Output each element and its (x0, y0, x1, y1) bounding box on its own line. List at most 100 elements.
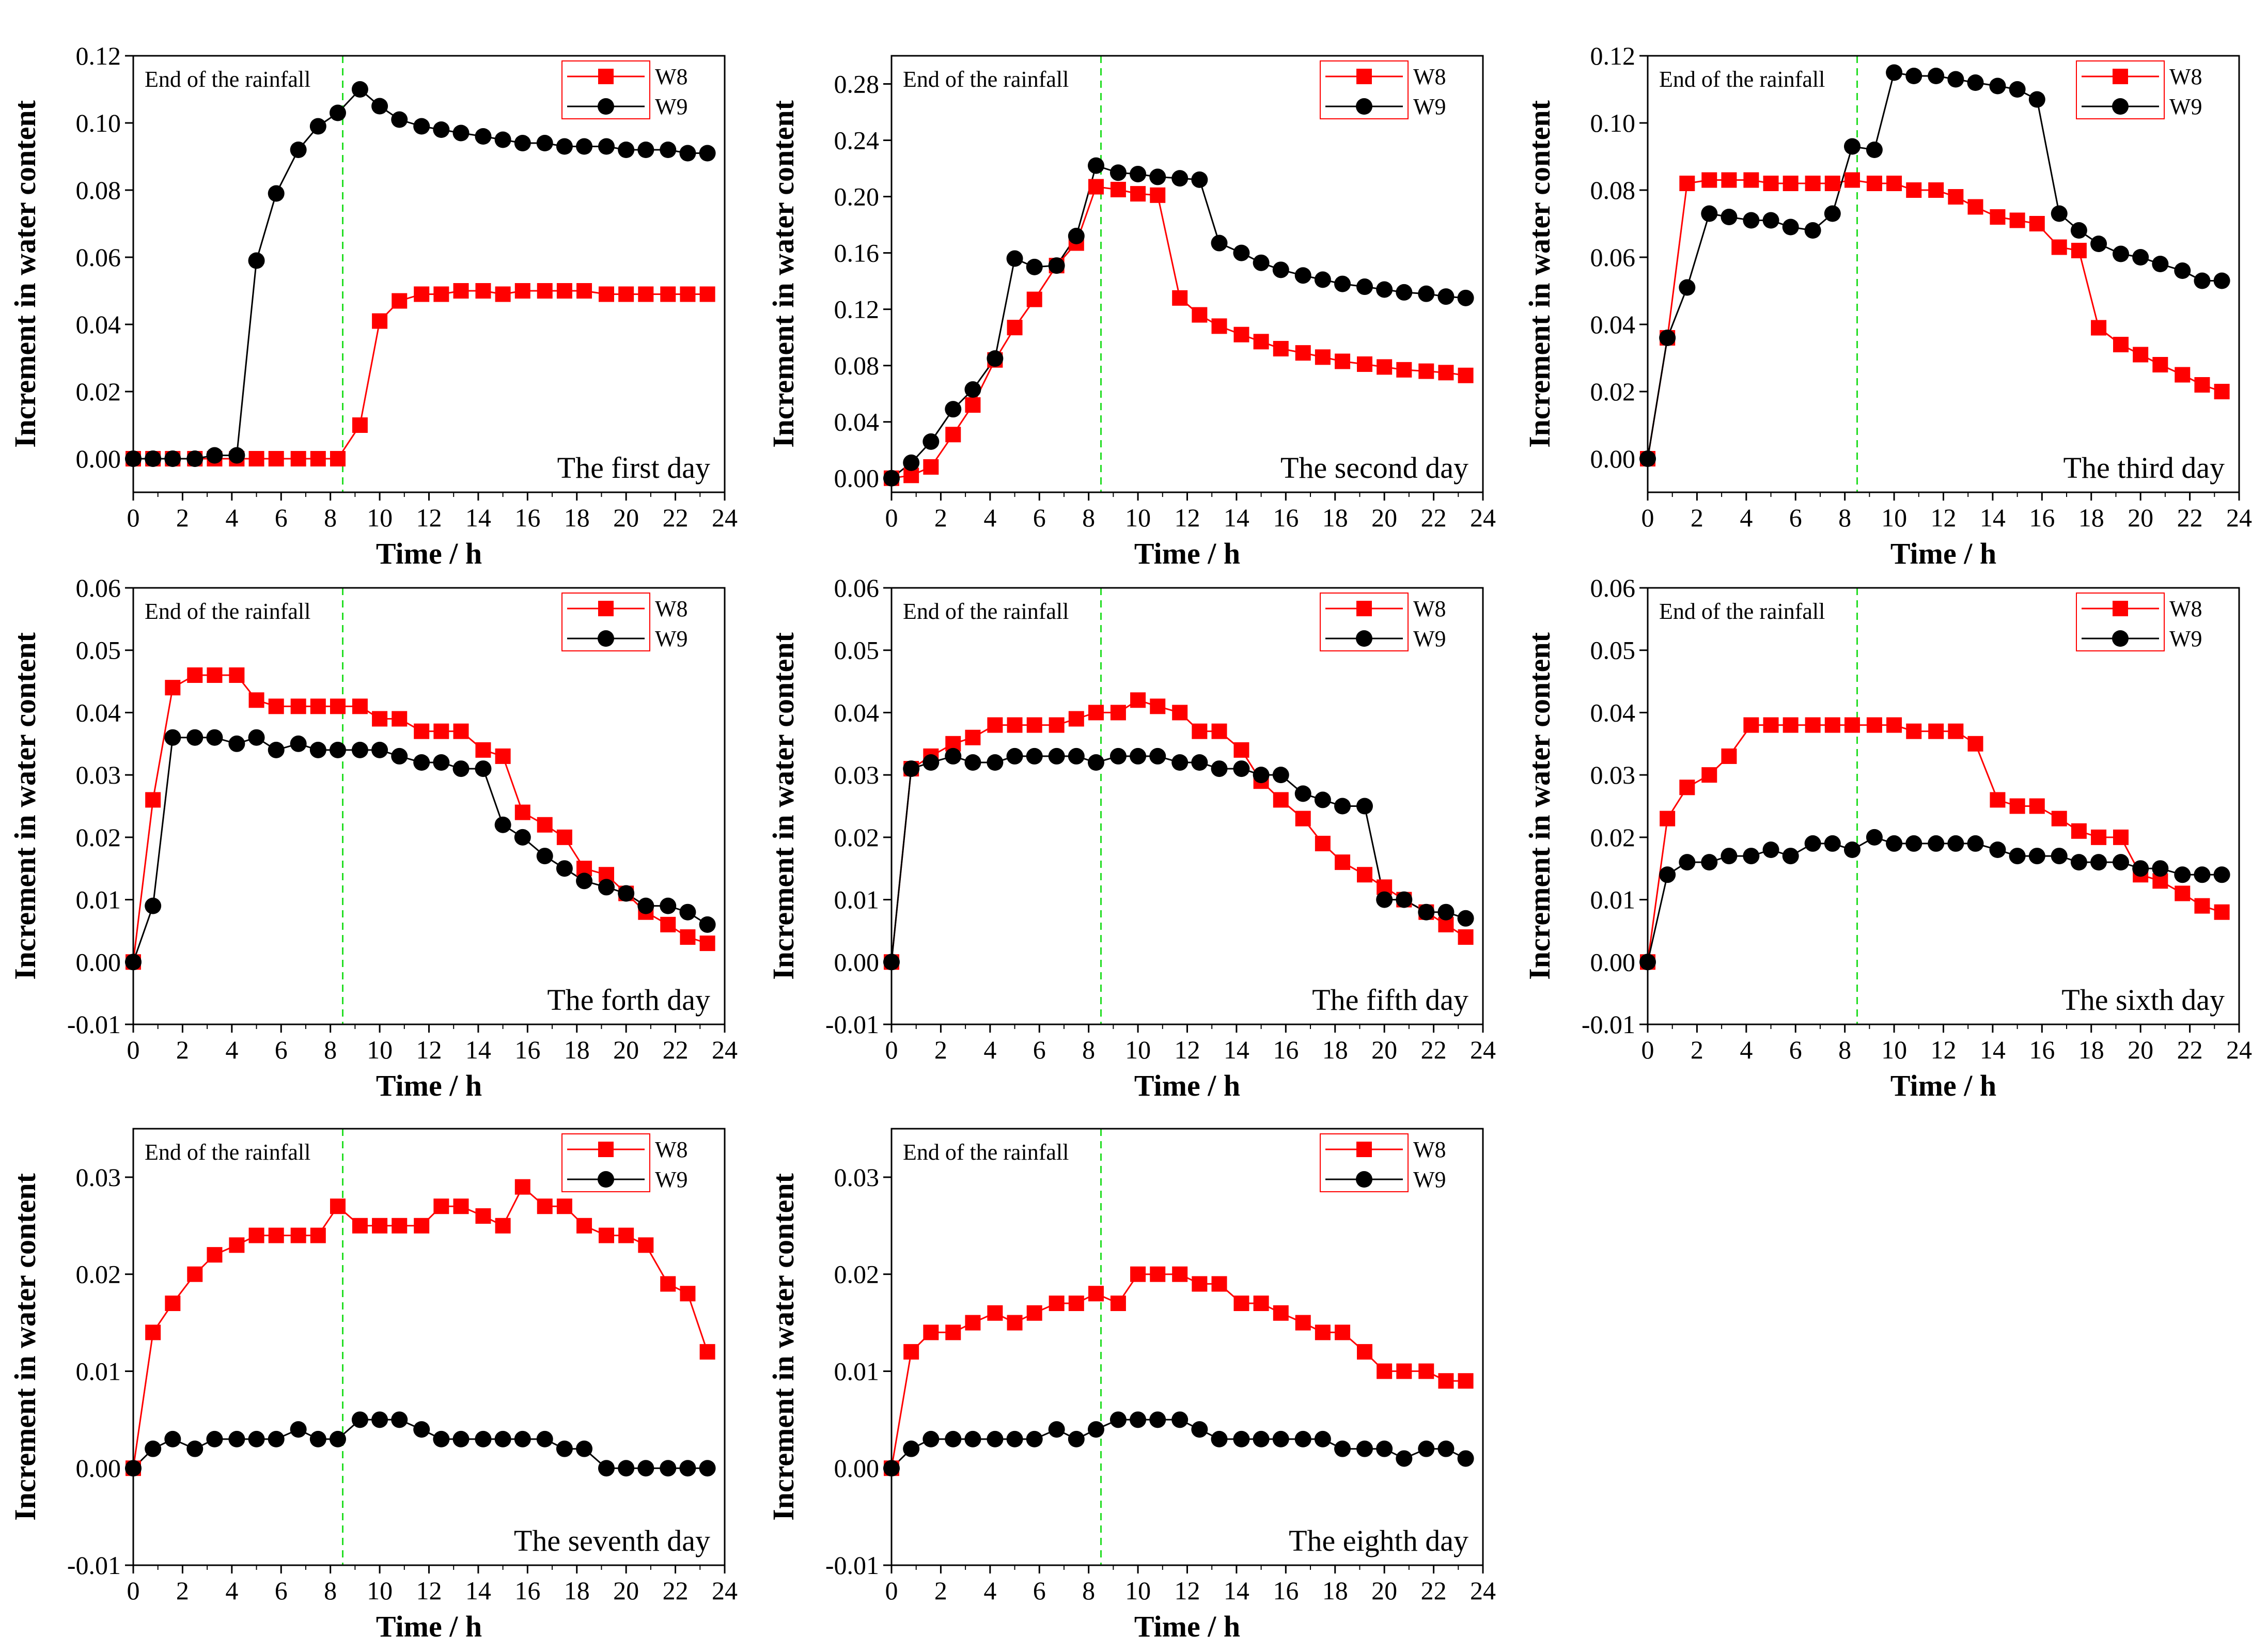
data-point-w8 (495, 1218, 511, 1234)
data-point-w8 (372, 711, 388, 727)
data-point-w8 (207, 667, 223, 683)
data-point-w8 (680, 286, 696, 302)
data-point-w8 (2009, 798, 2025, 814)
data-point-w8 (945, 427, 961, 443)
y-tick-label: 0.12 (76, 41, 121, 70)
data-point-w9 (679, 145, 696, 162)
data-point-w9 (2132, 860, 2149, 877)
data-point-w9 (1048, 1421, 1065, 1438)
data-point-w8 (1049, 717, 1065, 733)
y-tick-label: 0.03 (1590, 760, 1636, 789)
x-tick-label: 14 (1224, 503, 1249, 532)
x-tick-label: 18 (2078, 1035, 2104, 1064)
x-tick-label: 12 (1175, 1035, 1200, 1064)
data-point-w8 (187, 667, 203, 683)
y-tick-label: 0.06 (1590, 243, 1636, 272)
square-marker-icon (598, 69, 614, 84)
x-tick-label: 10 (1125, 503, 1151, 532)
y-tick-label: 0.00 (76, 444, 121, 473)
square-marker-icon (598, 601, 614, 616)
data-point-w8 (1211, 318, 1227, 334)
legend-box (1320, 60, 1409, 119)
data-point-w9 (1843, 138, 1860, 155)
data-point-w8 (165, 680, 181, 696)
data-point-w9 (2090, 236, 2107, 252)
x-tick-label: 6 (1033, 1035, 1046, 1064)
data-point-w9 (1886, 835, 1903, 852)
data-point-w8 (923, 1324, 939, 1341)
data-point-w9 (2194, 866, 2211, 883)
data-point-w8 (1783, 176, 1799, 191)
x-tick-label: 22 (1421, 1035, 1447, 1064)
data-point-w8 (1110, 705, 1126, 721)
x-tick-label: 14 (465, 503, 491, 532)
data-point-w9 (2213, 866, 2230, 883)
data-point-w9 (351, 741, 368, 758)
x-tick-label: 22 (663, 1035, 689, 1064)
x-tick-label: 14 (1224, 1576, 1249, 1605)
data-point-w8 (1357, 356, 1372, 372)
data-point-w8 (514, 283, 530, 299)
x-tick-label: 20 (613, 1035, 639, 1064)
data-point-w9 (248, 729, 265, 746)
legend-label-w9: W9 (1413, 626, 1446, 651)
data-point-w8 (599, 286, 614, 302)
legend-label-w8: W8 (655, 1137, 688, 1162)
data-point-w9 (494, 1430, 511, 1447)
data-point-w8 (2091, 829, 2107, 845)
rainfall-annotation: End of the rainfall (903, 67, 1069, 92)
x-tick-label: 8 (324, 1576, 337, 1605)
x-tick-label: 24 (2226, 1035, 2252, 1064)
data-point-w9 (2028, 848, 2045, 865)
data-point-w8 (475, 1208, 491, 1224)
legend-box (1320, 1133, 1409, 1192)
data-point-w8 (1150, 187, 1166, 203)
data-point-w9 (1294, 785, 1311, 802)
data-point-w9 (1294, 267, 1311, 284)
data-point-w9 (351, 81, 368, 98)
y-tick-label: -0.01 (1582, 1010, 1635, 1039)
data-point-w8 (414, 723, 430, 739)
data-point-w9 (290, 735, 307, 752)
data-point-w9 (1087, 1421, 1104, 1438)
data-point-w9 (452, 1430, 470, 1447)
data-point-w8 (1315, 835, 1331, 851)
data-point-w8 (310, 698, 326, 714)
data-point-w8 (1026, 1305, 1042, 1321)
data-point-w8 (1679, 780, 1695, 796)
y-axis-title: Increment in water content (8, 1173, 42, 1520)
data-point-w8 (1396, 1363, 1412, 1379)
y-tick-label: 0.24 (834, 126, 880, 155)
x-tick-label: 4 (1740, 1035, 1753, 1064)
y-tick-label: 0.00 (834, 464, 880, 493)
data-point-w9 (371, 741, 388, 758)
data-point-w9 (1762, 212, 1779, 229)
data-point-w9 (1743, 212, 1760, 229)
data-point-w8 (1088, 705, 1104, 721)
x-tick-label: 24 (712, 1576, 738, 1605)
x-tick-label: 4 (983, 1576, 996, 1605)
x-tick-label: 16 (514, 1035, 540, 1064)
x-tick-label: 14 (1980, 503, 2006, 532)
data-point-w9 (1109, 747, 1127, 765)
x-tick-label: 6 (275, 503, 288, 532)
y-axis-title: Increment in water content (1523, 100, 1556, 447)
data-point-w8 (1335, 353, 1351, 369)
data-point-w8 (268, 698, 284, 714)
data-point-w8 (1172, 705, 1188, 721)
data-point-w8 (1110, 1296, 1126, 1311)
data-point-w9 (660, 897, 677, 914)
data-point-w8 (1192, 723, 1208, 739)
data-point-w8 (414, 1218, 430, 1234)
data-point-w9 (268, 1430, 285, 1447)
data-point-w9 (391, 111, 408, 128)
chart-panel-1: 0 2 4 6 8 10 12 14 16 18 20 22 240.000.020.040.060.0… (8, 41, 738, 570)
x-tick-label: 12 (1175, 1576, 1200, 1605)
x-tick-label: 20 (613, 1576, 639, 1605)
square-marker-icon (1356, 1142, 1372, 1157)
data-point-w9 (987, 350, 1004, 367)
x-tick-label: 22 (1421, 503, 1447, 532)
data-point-w8 (1438, 1373, 1454, 1389)
